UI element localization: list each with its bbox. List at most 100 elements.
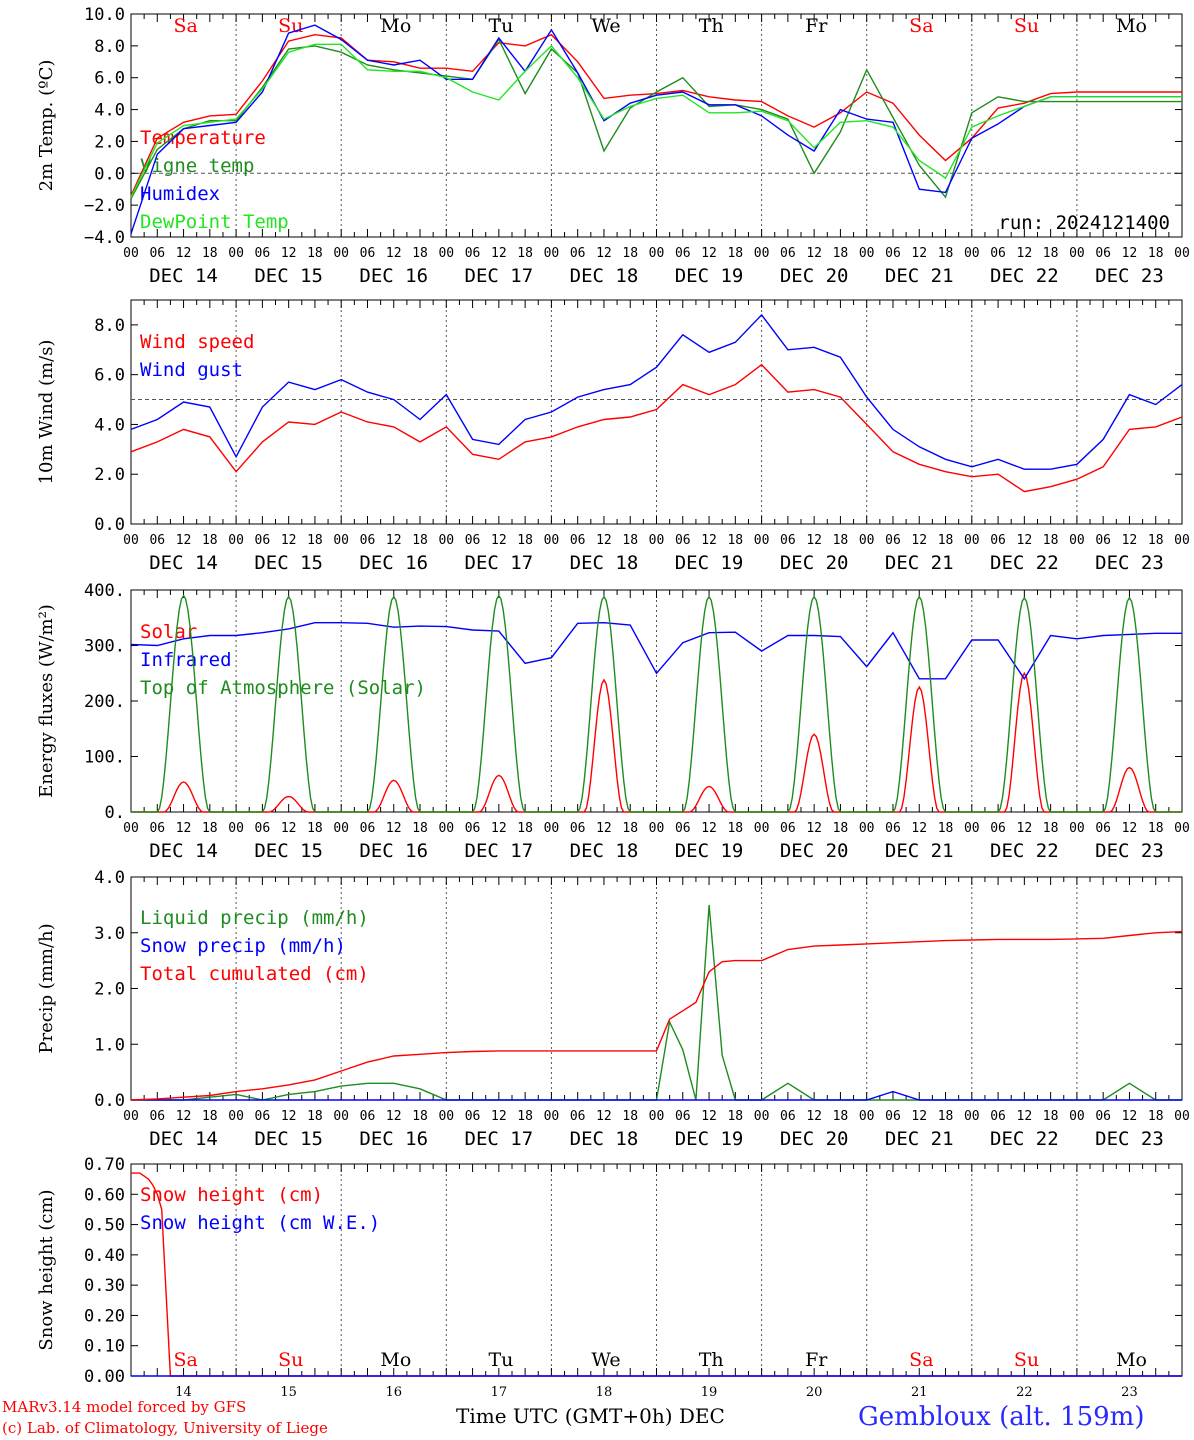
hour-tick-label: 18 (202, 1109, 218, 1124)
hour-tick-label: 06 (360, 1109, 376, 1124)
y-tick-label: 4.0 (94, 415, 125, 435)
hour-tick-label: 12 (491, 821, 507, 836)
hour-tick-label: 06 (149, 246, 165, 261)
hour-tick-label: 12 (1017, 246, 1033, 261)
y-axis-label: Precip (mm/h) (36, 923, 57, 1053)
day-number-label: 20 (806, 1385, 823, 1400)
hour-tick-label: 00 (964, 533, 980, 548)
hour-tick-label: 00 (649, 533, 665, 548)
hour-tick-label: 18 (1148, 821, 1164, 836)
y-axis-label: 2m Temp. (ºC) (36, 60, 57, 192)
hour-tick-label: 06 (885, 821, 901, 836)
y-tick-label: 400. (84, 581, 125, 601)
y-tick-label: 200. (84, 692, 125, 712)
y-tick-label: 1.0 (94, 1035, 125, 1055)
hour-tick-label: 06 (149, 533, 165, 548)
day-label: DEC 14 (149, 552, 218, 574)
hour-tick-label: 18 (938, 1109, 954, 1124)
hour-tick-label: 06 (675, 821, 691, 836)
weekday-label: We (591, 1349, 620, 1371)
day-label: DEC 17 (465, 1128, 534, 1150)
hour-tick-label: 00 (544, 1109, 560, 1124)
hour-tick-label: 06 (255, 246, 271, 261)
hour-tick-label: 12 (596, 1109, 612, 1124)
legend-entry: Humidex (140, 183, 220, 205)
hour-tick-label: 00 (228, 246, 244, 261)
hour-tick-label: 00 (964, 821, 980, 836)
day-label: DEC 23 (1095, 1128, 1164, 1150)
day-label: DEC 20 (780, 1128, 849, 1150)
day-label: DEC 23 (1095, 552, 1164, 574)
panel-2: 0.0 2.0 4.0 6.0 8.0 10m Wind (m/s) 00 06 12 18 00 0… (36, 299, 1190, 574)
weekday-label: Tu (488, 15, 513, 37)
hour-tick-label: 06 (780, 246, 796, 261)
day-label: DEC 16 (359, 840, 428, 862)
hour-tick-label: 12 (911, 533, 927, 548)
series-line-top-of-atmosphere-solar- (131, 594, 1182, 813)
hour-tick-label: 00 (123, 821, 139, 836)
day-label: DEC 18 (570, 840, 639, 862)
hour-tick-label: 18 (307, 533, 323, 548)
hour-tick-label: 12 (386, 821, 402, 836)
hour-tick-label: 18 (412, 821, 428, 836)
day-label: DEC 22 (990, 1128, 1059, 1150)
day-label: DEC 16 (359, 552, 428, 574)
hour-tick-label: 00 (649, 821, 665, 836)
weekday-label: Mo (380, 1349, 411, 1371)
hour-tick-label: 06 (675, 1109, 691, 1124)
hour-tick-label: 06 (570, 1109, 586, 1124)
hour-tick-label: 00 (544, 533, 560, 548)
y-tick-label: 6.0 (94, 366, 125, 386)
weekday-label: Tu (488, 1349, 513, 1371)
weekday-label: Sa (909, 15, 933, 37)
y-tick-label: 0.0 (94, 1091, 125, 1111)
hour-tick-label: 06 (360, 821, 376, 836)
legend-entry: Temperature (140, 127, 266, 149)
hour-tick-label: 06 (570, 246, 586, 261)
hour-tick-label: 00 (333, 821, 349, 836)
legend-entry: Wind speed (140, 331, 254, 353)
hour-tick-label: 12 (701, 533, 717, 548)
day-label: DEC 23 (1095, 840, 1164, 862)
hour-tick-label: 18 (1043, 1109, 1059, 1124)
hour-tick-label: 00 (964, 246, 980, 261)
y-tick-label: 2.0 (94, 980, 125, 1000)
day-label: DEC 14 (149, 840, 218, 862)
hour-tick-label: 18 (727, 821, 743, 836)
day-label: DEC 22 (990, 552, 1059, 574)
hour-tick-label: 06 (990, 821, 1006, 836)
hour-tick-label: 06 (885, 533, 901, 548)
hour-tick-label: 00 (1069, 1109, 1085, 1124)
y-tick-label: −2.0 (84, 196, 125, 216)
y-tick-label: 8.0 (94, 37, 125, 57)
hour-tick-label: 00 (859, 821, 875, 836)
y-axis-label: Energy fluxes (W/m²) (36, 604, 57, 798)
hour-tick-label: 06 (570, 533, 586, 548)
hour-tick-label: 18 (202, 246, 218, 261)
hour-tick-label: 06 (1095, 246, 1111, 261)
y-tick-label: 0.70 (84, 1155, 125, 1175)
series-line-wind-speed (130, 363, 1183, 493)
hour-tick-label: 00 (123, 1109, 139, 1124)
legend-entry: Wind gust (140, 359, 243, 381)
day-label: DEC 20 (780, 552, 849, 574)
hour-tick-label: 12 (806, 1109, 822, 1124)
legend-entry: Snow precip (mm/h) (140, 935, 346, 957)
hour-tick-label: 18 (1043, 533, 1059, 548)
day-label: DEC 21 (885, 265, 954, 287)
y-tick-label: 0.0 (94, 515, 125, 535)
hour-tick-label: 00 (754, 821, 770, 836)
hour-tick-label: 00 (544, 246, 560, 261)
hour-tick-label: 06 (465, 533, 481, 548)
hour-tick-label: 00 (228, 821, 244, 836)
hour-tick-label: 12 (1122, 1109, 1138, 1124)
day-label: DEC 17 (465, 552, 534, 574)
hour-tick-label: 06 (990, 246, 1006, 261)
hour-tick-label: 00 (1174, 1109, 1190, 1124)
y-tick-label: 100. (84, 748, 125, 768)
day-label: DEC 21 (885, 1128, 954, 1150)
hour-tick-label: 00 (1174, 533, 1190, 548)
hour-tick-label: 00 (754, 533, 770, 548)
hour-tick-label: 18 (517, 821, 533, 836)
hour-tick-label: 12 (701, 246, 717, 261)
